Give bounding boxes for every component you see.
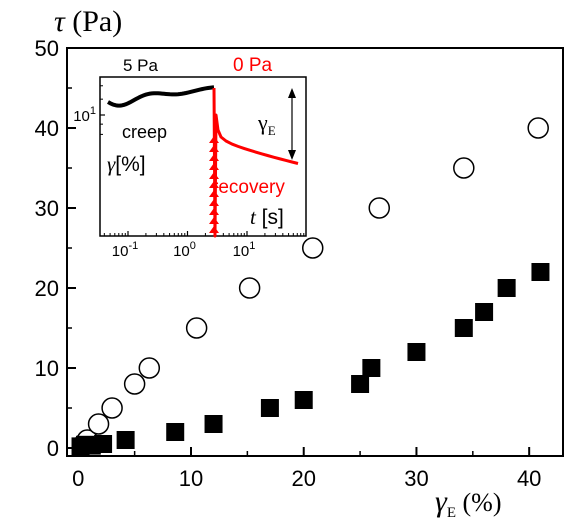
recovery-curve — [212, 87, 299, 238]
y-axis-symbol: τ — [54, 5, 66, 38]
x-tick-label: 30 — [404, 466, 428, 491]
open-circle-point — [185, 317, 208, 339]
inset-y-label: γ[%] — [107, 152, 146, 176]
y-tick-label: 50 — [35, 36, 59, 61]
x-tick-label: 40 — [517, 466, 541, 491]
recovery-triangle-marker — [209, 199, 219, 206]
y-tick-label: 0 — [47, 436, 59, 461]
main-plot-frame — [66, 47, 564, 457]
inset-curves — [107, 85, 299, 238]
recovery-triangle-marker — [209, 145, 219, 152]
y-tick-label: 20 — [35, 276, 59, 301]
inset-arrow-symbol: γ — [257, 110, 268, 135]
recovery-triangle-marker — [209, 136, 219, 143]
y-tick-label: 40 — [35, 116, 59, 141]
inset-x-unit: [s] — [256, 206, 284, 229]
filled-square-point — [204, 415, 223, 433]
recovery-triangle-marker — [209, 217, 219, 224]
inset-y-symbol: γ — [107, 152, 116, 176]
filled-square-point — [407, 343, 426, 361]
inset-arrow-head-down — [288, 150, 296, 160]
inset-x-label: t [s] — [250, 205, 284, 229]
filled-square-point — [94, 435, 113, 453]
inset-y-tick-label: 101 — [73, 105, 96, 125]
filled-square-point — [351, 375, 370, 393]
inset-arrow-label: γE — [257, 110, 276, 138]
filled-square-point — [362, 359, 381, 377]
creep-curve — [107, 85, 215, 108]
main-marks — [71, 117, 550, 456]
open-circle-point — [453, 157, 475, 179]
inset-arrow-head-up — [288, 88, 296, 98]
open-circle-point — [101, 397, 123, 419]
filled-square-point — [166, 423, 185, 441]
x-axis-subscript: E — [447, 505, 456, 521]
x-axis-label: γE (%) — [435, 485, 501, 521]
inset-x-tick-label: 101 — [233, 240, 256, 260]
inset-x-tick-label: 100 — [173, 240, 196, 260]
recovery-triangle-marker — [209, 163, 219, 170]
inset-y-unit: [%] — [115, 153, 145, 176]
recovery-triangle-marker — [209, 172, 219, 179]
open-circle-point — [87, 413, 110, 435]
open-circle-point — [238, 277, 261, 299]
filled-square-point — [294, 391, 313, 409]
y-axis-unit: (Pa) — [65, 5, 122, 38]
x-axis-symbol: γ — [435, 485, 448, 518]
filled-square-point — [454, 319, 473, 337]
recovery-triangle-marker — [209, 208, 219, 215]
inset-creep-label: creep — [122, 122, 167, 142]
inset-x-symbol: t — [250, 205, 257, 229]
recovery-triangle-marker — [209, 190, 219, 197]
filled-square-point — [260, 399, 279, 417]
inset-x-tick-label: 10-1 — [112, 240, 138, 260]
filled-square-point — [531, 263, 550, 281]
x-tick-label: 10 — [179, 466, 203, 491]
open-circle-point — [301, 237, 324, 259]
y-axis-label: τ (Pa) — [54, 5, 122, 38]
filled-square-point — [475, 303, 494, 321]
recovery-triangle-marker — [209, 154, 219, 161]
x-axis-unit: (%) — [456, 488, 501, 517]
open-circle-point — [368, 197, 391, 219]
open-circle-point — [138, 357, 161, 379]
open-circle-point — [527, 117, 549, 139]
filled-square-point — [497, 279, 516, 297]
y-tick-label: 10 — [35, 356, 59, 381]
main-ticks: 0 10 20 30 40 0 10 20 30 40 50 — [35, 36, 542, 491]
recovery-triangle-marker — [209, 181, 219, 188]
inset-top-right-label: 0 Pa — [233, 55, 273, 76]
filled-square-point — [116, 431, 135, 449]
inset-arrow-subscript: E — [268, 123, 276, 138]
x-tick-label: 20 — [291, 466, 315, 491]
y-tick-label: 30 — [35, 196, 59, 221]
x-tick-label: 0 — [72, 466, 84, 491]
open-circle-point — [123, 373, 146, 395]
inset-recovery-label: recovery — [212, 177, 285, 198]
inset-top-left-label: 5 Pa — [123, 56, 159, 75]
recovery-triangle-marker — [209, 226, 219, 233]
